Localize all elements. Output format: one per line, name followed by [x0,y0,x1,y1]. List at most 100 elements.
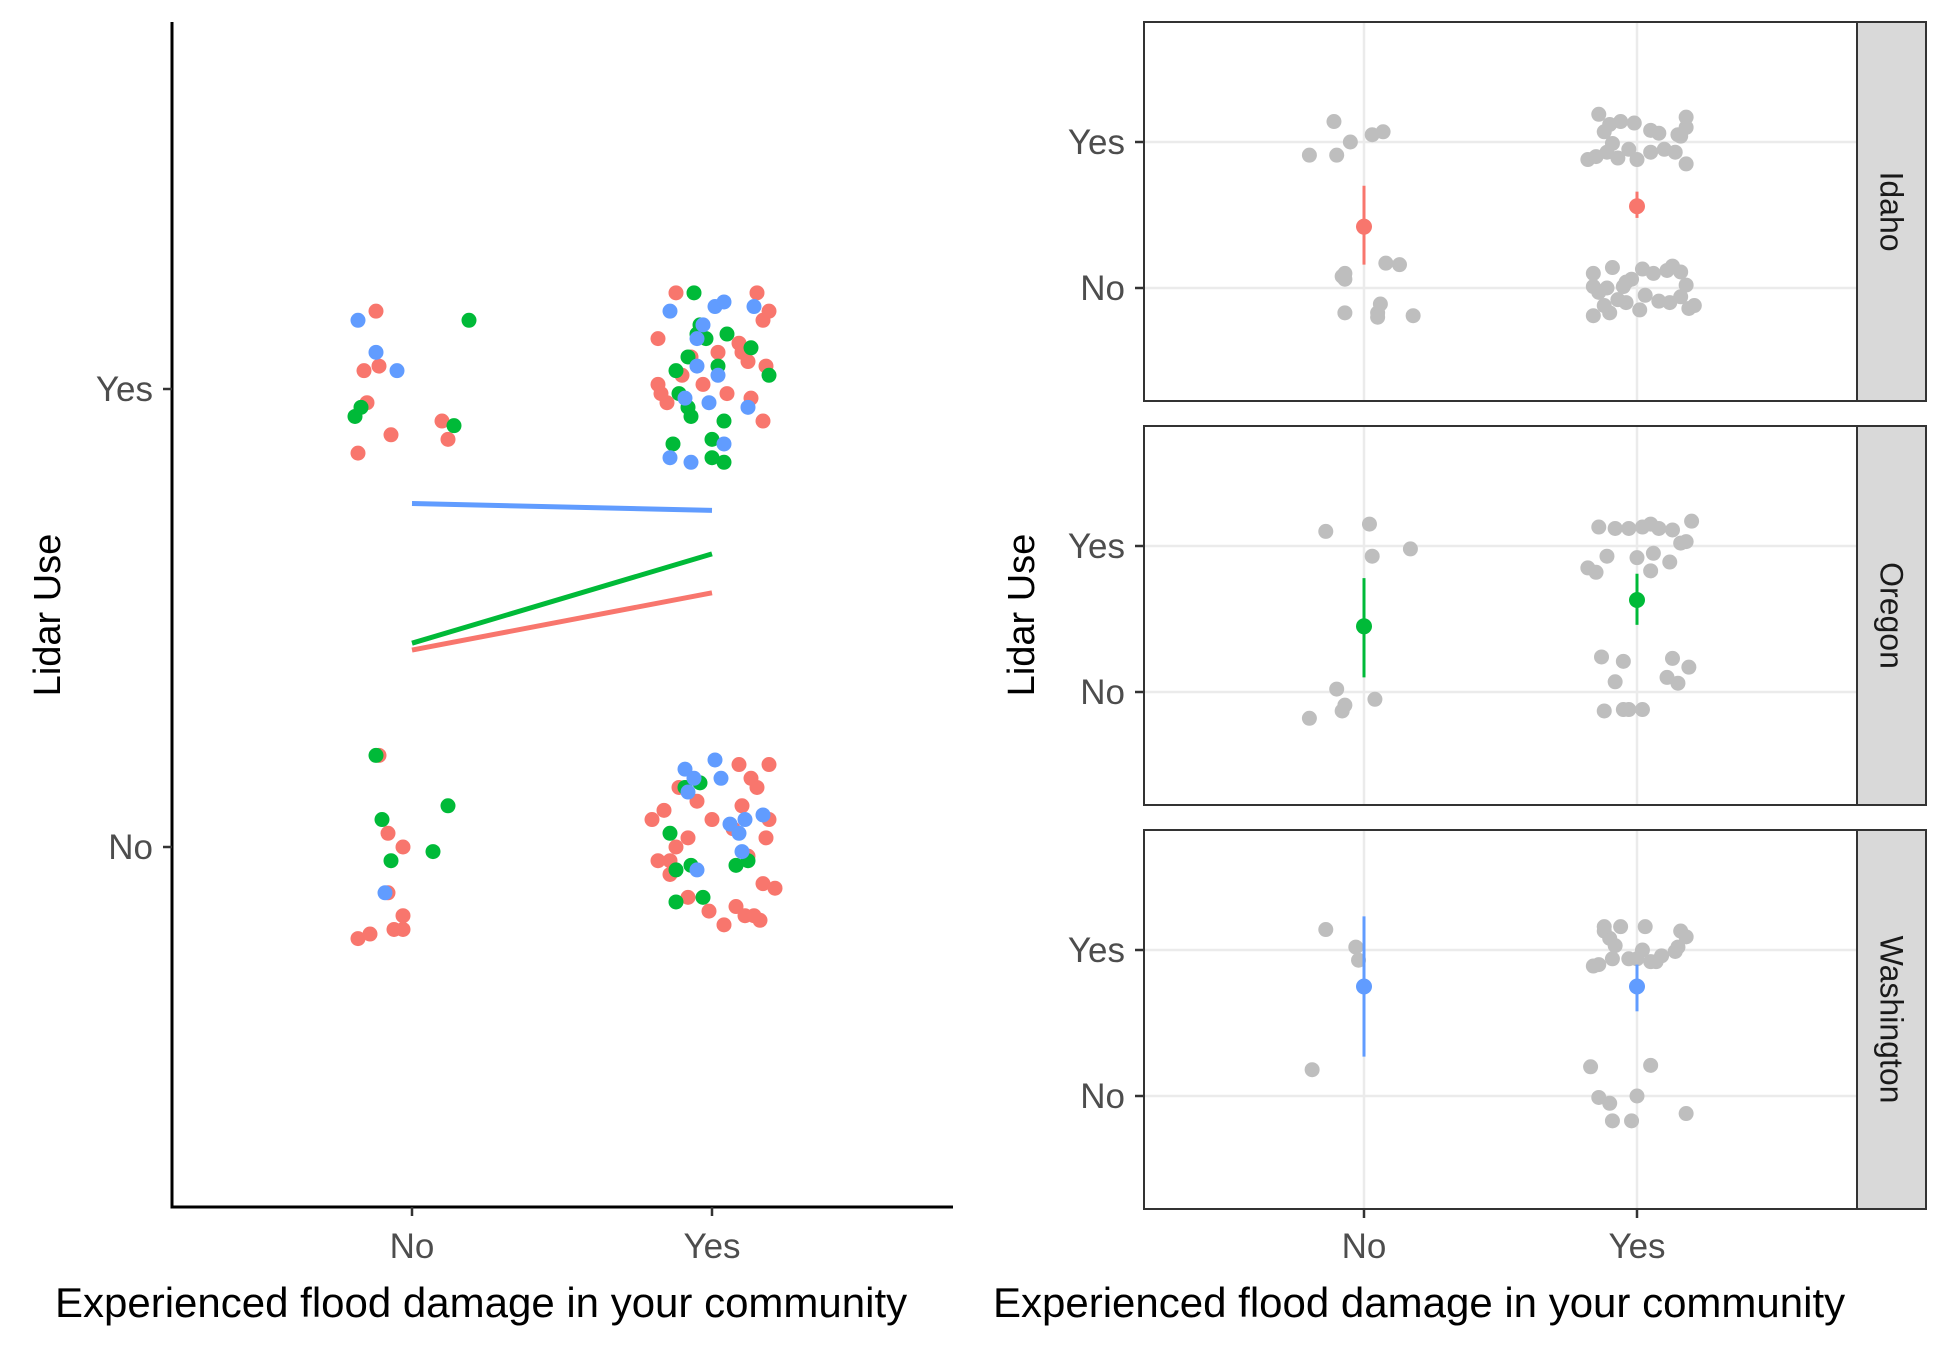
data-point-oregon [662,825,678,841]
data-point-grey [1618,295,1634,311]
data-point-grey [1596,919,1612,935]
data-point-grey [1654,948,1670,964]
data-point-grey [1361,516,1377,532]
data-point-grey [1637,919,1653,935]
data-point-grey [1678,1106,1694,1122]
data-point-grey [1391,257,1407,273]
y-tick-label: No [1080,673,1125,712]
right-y-axis-title: Lidar Use [1001,534,1043,697]
data-point-idaho [734,798,750,814]
facet-strip [1856,425,1927,806]
data-point-grey [1583,1059,1599,1075]
data-point-washington [710,367,726,383]
facet-strip-label: Washington [1874,936,1910,1104]
data-point-grey [1610,150,1626,166]
data-point-grey [1615,653,1631,669]
trend-line-idaho [411,590,713,653]
data-point-grey [1662,554,1678,570]
mean-point [1629,592,1645,609]
trend-line-washington [411,501,713,513]
data-point-oregon [368,747,384,763]
data-point-idaho [758,830,774,846]
data-point-grey [1632,302,1648,318]
data-point-grey [1596,298,1612,314]
data-point-idaho [716,917,732,933]
data-point-grey [1607,938,1623,954]
data-point-idaho [743,770,759,786]
trend-line-oregon [411,551,713,646]
data-point-idaho [383,427,399,443]
data-point-idaho [395,908,411,924]
data-point-oregon [668,894,684,910]
data-point-oregon [665,436,681,452]
data-point-grey [1301,710,1317,726]
y-tick-label: Yes [1068,527,1125,566]
mean-point [1629,978,1645,995]
mean-point [1356,978,1372,995]
data-point-grey [1604,260,1620,276]
data-point-idaho [650,853,666,869]
x-tick-label: Yes [683,1227,740,1266]
data-point-idaho [356,363,372,379]
data-point-oregon [680,349,696,365]
data-point-idaho [767,880,783,896]
data-point-idaho [350,445,366,461]
data-point-washington [680,784,696,800]
data-point-grey [1664,650,1680,666]
data-point-washington [689,862,705,878]
data-point-grey [1585,265,1601,281]
data-point-idaho [440,431,456,447]
data-point-washington [677,761,693,777]
y-tick-label: No [108,828,153,867]
data-point-grey [1607,674,1623,690]
right-plot: Idaho Oregon Washington No Yes No Yes No Yes No Y… [993,21,1927,1326]
data-point-idaho [371,358,387,374]
data-point-grey [1367,691,1383,707]
data-point-grey [1585,308,1601,324]
data-point-idaho [755,413,771,429]
data-point-idaho [746,908,762,924]
data-point-grey [1599,548,1615,564]
facet-strip [1856,829,1927,1210]
data-point-grey [1637,287,1653,303]
data-point-grey [1301,147,1317,163]
data-point-idaho [434,413,450,429]
facet-panels-layer: Idaho Oregon Washington [1143,21,1927,1210]
data-point-idaho [680,889,696,905]
data-point-idaho [386,921,402,937]
data-point-grey [1337,697,1353,713]
data-point-grey [1337,271,1353,287]
y-tick-label: Yes [1068,931,1125,970]
data-point-grey [1643,144,1659,160]
data-point-grey [1678,109,1694,125]
data-point-oregon [353,399,369,415]
data-point-grey [1604,1113,1620,1129]
data-point-grey [1678,156,1694,172]
data-point-grey [1372,296,1388,312]
data-point-grey [1613,919,1629,935]
data-point-grey [1678,277,1694,293]
data-point-grey [1621,141,1637,157]
right-ticks-layer: No Yes No Yes No Yes No Yes [1068,123,1666,1266]
data-point-washington [707,752,723,768]
data-point-washington [734,844,750,860]
data-point-oregon [695,889,711,905]
data-point-grey [1607,520,1623,536]
data-point-grey [1681,659,1697,675]
data-point-washington [737,812,753,828]
left-x-axis-title: Experienced flood damage in your communi… [55,1279,907,1326]
data-point-oregon [683,408,699,424]
data-point-grey [1684,513,1700,529]
data-point-grey [1594,649,1610,665]
data-point-washington [731,825,747,841]
data-point-idaho [650,331,666,347]
data-point-washington [746,299,762,315]
data-point-grey [1634,942,1650,958]
data-point-idaho [668,839,684,855]
data-point-idaho [710,344,726,360]
facet-panel-oregon: Oregon [1143,425,1927,806]
data-point-grey [1591,957,1607,973]
data-point-idaho [761,757,777,773]
data-point-grey [1599,280,1615,296]
